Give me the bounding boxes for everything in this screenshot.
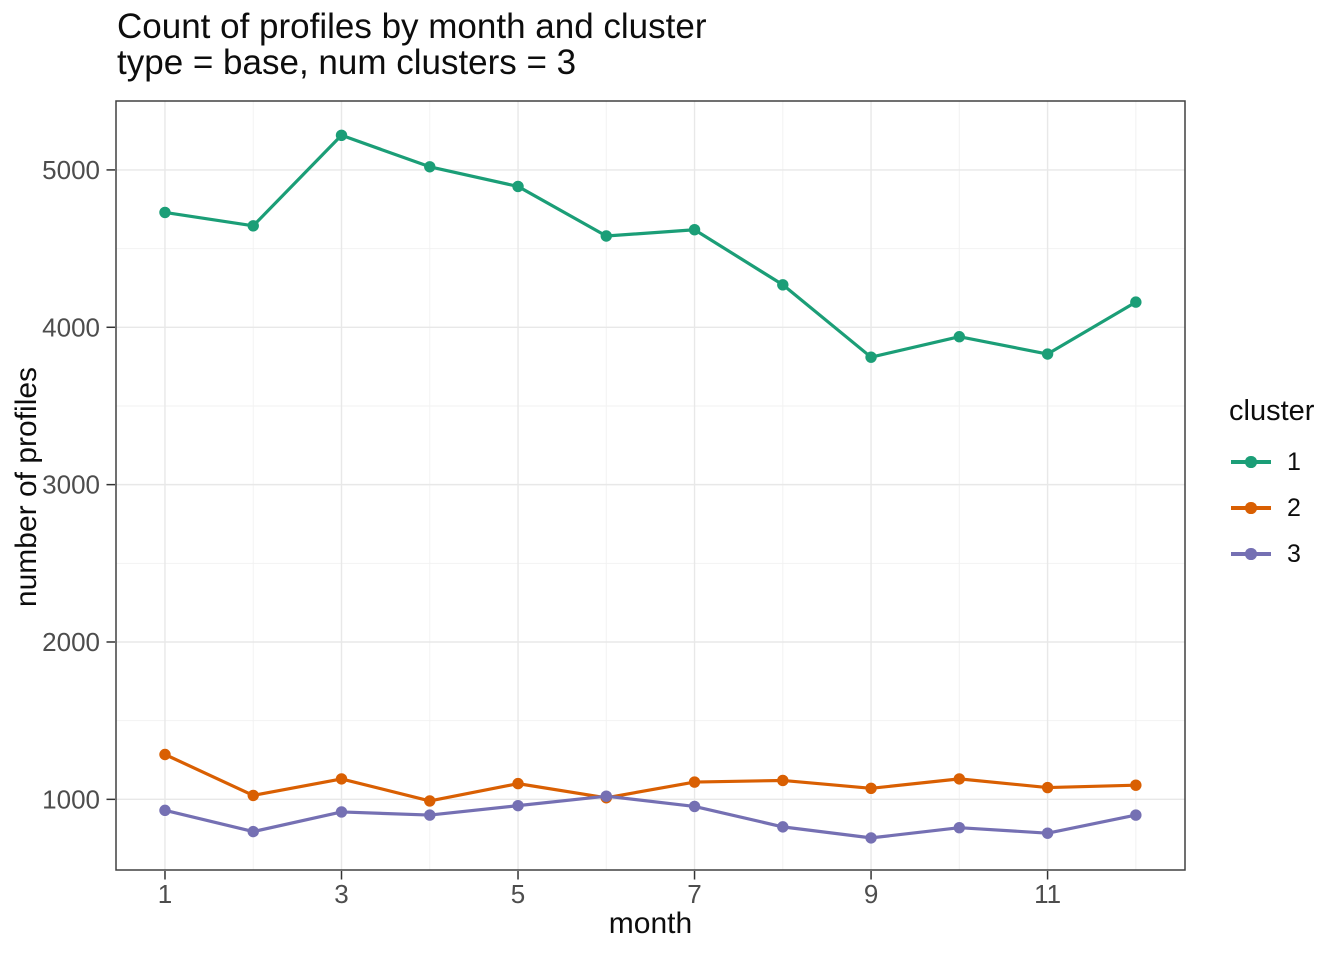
- point-cluster-3-month-3: [335, 806, 348, 818]
- point-cluster-2-month-7: [688, 776, 701, 788]
- x-tick-label-9: 9: [864, 879, 878, 909]
- point-cluster-1-month-10: [953, 331, 966, 343]
- point-cluster-3-month-2: [247, 825, 259, 838]
- point-cluster-1-month-7: [688, 224, 701, 236]
- legend-label: 2: [1287, 494, 1301, 522]
- x-tick-label-1: 1: [158, 879, 172, 909]
- point-cluster-1-month-2: [247, 220, 259, 232]
- plot-panel: [116, 101, 1185, 870]
- legend-key-cluster-3: [1231, 538, 1271, 570]
- point-cluster-2-month-12: [1130, 779, 1142, 791]
- point-cluster-3-month-5: [512, 799, 524, 812]
- point-cluster-3-month-6: [600, 790, 612, 802]
- legend-key-cluster-1: [1231, 446, 1271, 478]
- point-cluster-1-month-9: [865, 351, 877, 363]
- legend-point-icon: [1245, 456, 1257, 468]
- point-cluster-1-month-8: [777, 279, 789, 291]
- point-cluster-2-month-8: [777, 774, 789, 787]
- legend-label: 3: [1287, 540, 1301, 568]
- y-tick-label-3000: 3000: [42, 470, 100, 500]
- point-cluster-3-month-7: [688, 800, 701, 813]
- point-cluster-1-month-3: [335, 129, 348, 142]
- chart-subtitle: type = base, num clusters = 3: [117, 43, 577, 82]
- legend-key-cluster-2: [1231, 492, 1271, 524]
- point-cluster-1-month-1: [159, 206, 171, 219]
- point-cluster-3-month-1: [159, 804, 171, 817]
- point-cluster-2-month-5: [512, 777, 524, 790]
- point-cluster-2-month-11: [1041, 781, 1054, 794]
- point-cluster-3-month-11: [1041, 827, 1054, 839]
- x-tick-label-3: 3: [334, 879, 348, 909]
- point-cluster-2-month-2: [247, 789, 259, 802]
- y-tick-label-1000: 1000: [42, 784, 100, 814]
- point-cluster-1-month-6: [600, 230, 612, 242]
- legend-title: cluster: [1229, 395, 1315, 427]
- legend-item-cluster-1: 1: [1231, 446, 1301, 478]
- legend-label: 1: [1287, 448, 1301, 476]
- point-cluster-1-month-11: [1041, 348, 1054, 360]
- line-cluster-2: [164, 753, 1136, 803]
- point-cluster-1-month-4: [424, 161, 436, 173]
- point-cluster-2-month-4: [424, 795, 436, 807]
- point-cluster-3-month-8: [777, 821, 789, 833]
- point-cluster-2-month-9: [865, 782, 877, 795]
- point-cluster-2-month-10: [953, 773, 966, 785]
- y-tick-label-4000: 4000: [42, 312, 100, 342]
- point-cluster-3-month-10: [953, 821, 966, 834]
- point-cluster-1-month-12: [1130, 296, 1142, 308]
- x-axis-title: month: [608, 907, 693, 940]
- point-cluster-3-month-4: [424, 809, 436, 821]
- y-tick-label-5000: 5000: [42, 155, 100, 185]
- point-cluster-3-month-9: [865, 832, 877, 844]
- point-cluster-1-month-5: [512, 180, 524, 193]
- legend-item-cluster-3: 3: [1231, 538, 1301, 570]
- chart-title: Count of profiles by month and cluster: [117, 7, 707, 46]
- x-tick-label-5: 5: [511, 879, 525, 909]
- panel-border: [115, 100, 1186, 871]
- legend-point-icon: [1245, 548, 1257, 560]
- y-axis-title: number of profiles: [10, 366, 43, 608]
- x-tick-label-11: 11: [1034, 879, 1061, 909]
- point-cluster-2-month-1: [159, 748, 171, 761]
- legend-item-cluster-2: 2: [1231, 492, 1301, 524]
- legend-point-icon: [1245, 502, 1257, 514]
- y-tick-label-2000: 2000: [42, 627, 100, 657]
- x-tick-label-7: 7: [687, 879, 701, 909]
- line-cluster-3: [164, 794, 1137, 840]
- point-cluster-2-month-3: [335, 773, 348, 785]
- line-cluster-1: [164, 133, 1137, 359]
- point-cluster-3-month-12: [1130, 809, 1142, 821]
